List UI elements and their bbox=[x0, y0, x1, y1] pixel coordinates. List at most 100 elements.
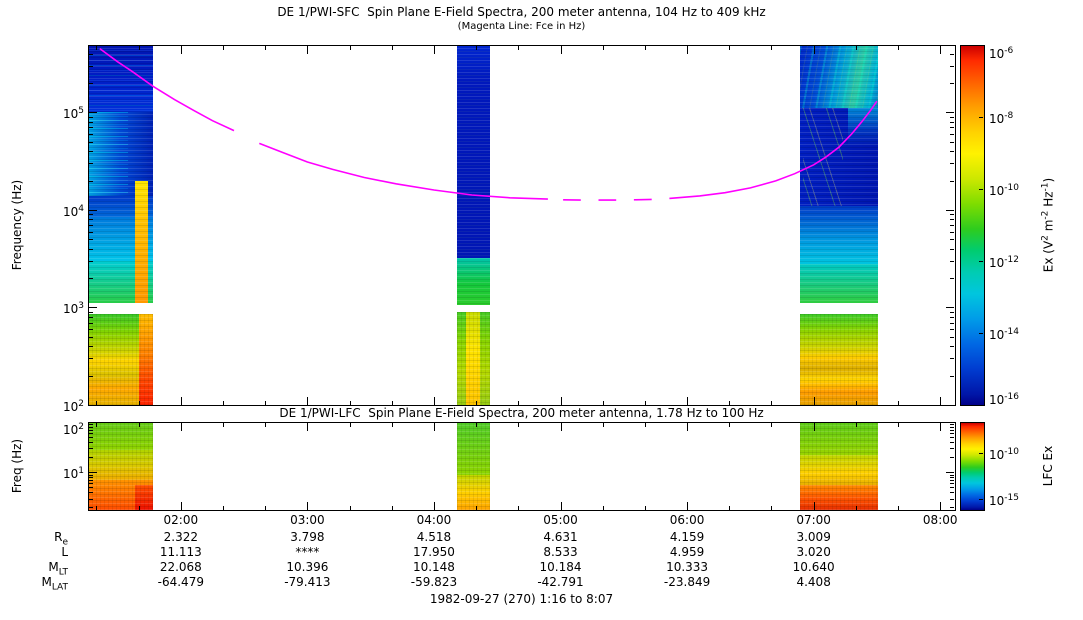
colorbar-tick bbox=[979, 333, 983, 334]
spectrogram-burst-segment bbox=[799, 45, 879, 109]
y-major-tick bbox=[946, 210, 954, 211]
x-major-tick bbox=[940, 423, 941, 431]
y-minor-tick bbox=[950, 249, 954, 250]
y-major-tick bbox=[89, 112, 97, 113]
x-minor-tick bbox=[139, 423, 140, 427]
ephemeris-value: -79.413 bbox=[284, 575, 331, 589]
y-minor-tick bbox=[950, 117, 954, 118]
spectrogram-burst-segment bbox=[848, 108, 879, 147]
ephemeris-row-label: L bbox=[61, 545, 68, 559]
sfc-title: DE 1/PWI-SFC Spin Plane E-Field Spectra,… bbox=[277, 5, 766, 19]
x-minor-tick bbox=[223, 401, 224, 405]
y-minor-tick bbox=[950, 477, 954, 478]
ephemeris-value: 22.068 bbox=[159, 560, 202, 574]
x-tick-label: 06:00 bbox=[669, 513, 705, 527]
y-minor-tick bbox=[950, 457, 954, 458]
y-minor-tick bbox=[950, 134, 954, 135]
y-minor-tick bbox=[950, 142, 954, 143]
y-minor-tick bbox=[950, 337, 954, 338]
x-major-tick bbox=[181, 423, 182, 431]
spectrogram-burst-segment bbox=[799, 314, 879, 405]
lfc-title: DE 1/PWI-LFC Spin Plane E-Field Spectra,… bbox=[279, 406, 764, 420]
lfc-colorbar-label: LFC Ex bbox=[1041, 445, 1055, 487]
x-minor-tick bbox=[139, 46, 140, 50]
y-minor-tick bbox=[950, 376, 954, 377]
spectrogram-burst-segment bbox=[88, 449, 153, 481]
y-minor-tick bbox=[950, 239, 954, 240]
y-tick-label: 102 bbox=[62, 422, 84, 437]
x-minor-tick bbox=[350, 401, 351, 405]
spectrogram-burst-segment bbox=[799, 45, 879, 304]
y-minor-tick bbox=[89, 219, 93, 220]
time-range-caption: 1982-09-27 (270) 1:16 to 8:07 bbox=[429, 592, 614, 606]
y-tick-label: 103 bbox=[62, 301, 84, 316]
spectrogram-burst-segment bbox=[456, 422, 490, 510]
fce-line-segment bbox=[259, 142, 548, 200]
x-major-tick bbox=[307, 502, 308, 510]
y-minor-tick bbox=[89, 499, 93, 500]
ephemeris-value: 4.159 bbox=[669, 530, 705, 544]
x-tick-label: 04:00 bbox=[416, 513, 452, 527]
x-tick-label: 05:00 bbox=[543, 513, 578, 527]
y-minor-tick bbox=[950, 442, 954, 443]
fce-line-segment bbox=[99, 47, 235, 132]
ephemeris-row-label: Re bbox=[54, 530, 68, 548]
spectrogram-burst-segment bbox=[456, 45, 490, 259]
y-minor-tick bbox=[89, 163, 93, 164]
y-minor-tick bbox=[950, 507, 954, 508]
y-minor-tick bbox=[950, 122, 954, 123]
lfc-colorbar bbox=[960, 422, 985, 511]
colorbar-tick-label: 10-12 bbox=[989, 255, 1019, 270]
colorbar-tick bbox=[979, 117, 983, 118]
ephemeris-value: 11.113 bbox=[159, 545, 202, 559]
ephemeris-value: 10.396 bbox=[286, 560, 329, 574]
y-minor-tick bbox=[950, 181, 954, 182]
x-minor-tick bbox=[223, 46, 224, 50]
colorbar-tick bbox=[979, 189, 983, 190]
y-minor-tick bbox=[89, 475, 93, 476]
x-major-tick bbox=[561, 423, 562, 431]
spectrogram-burst-segment bbox=[456, 45, 490, 259]
x-minor-tick bbox=[96, 506, 97, 510]
y-tick-label: 102 bbox=[62, 399, 84, 414]
y-tick-label: 101 bbox=[62, 466, 84, 481]
ephemeris-value: -64.479 bbox=[157, 575, 204, 589]
x-minor-tick bbox=[729, 506, 730, 510]
x-major-tick bbox=[307, 423, 308, 431]
y-minor-tick bbox=[950, 346, 954, 347]
x-major-tick bbox=[814, 46, 815, 54]
y-minor-tick bbox=[89, 480, 93, 481]
ephemeris-row-label: MLT bbox=[48, 560, 68, 578]
x-minor-tick bbox=[645, 46, 646, 50]
y-minor-tick bbox=[89, 492, 93, 493]
ephemeris-value: 3.798 bbox=[290, 530, 325, 544]
x-minor-tick bbox=[476, 401, 477, 405]
ephemeris-value: 10.640 bbox=[792, 560, 835, 574]
x-minor-tick bbox=[350, 423, 351, 427]
sfc-subtitle: (Magenta Line: Fce in Hz) bbox=[457, 21, 586, 32]
colorbar-tick-label: 10-15 bbox=[989, 492, 1019, 508]
y-minor-tick bbox=[950, 219, 954, 220]
spectrogram-burst-segment bbox=[802, 108, 843, 206]
y-minor-tick bbox=[89, 134, 93, 135]
x-minor-tick bbox=[603, 506, 604, 510]
y-minor-tick bbox=[950, 483, 954, 484]
y-minor-tick bbox=[89, 323, 93, 324]
y-minor-tick bbox=[89, 433, 93, 434]
x-major-tick bbox=[434, 502, 435, 510]
x-minor-tick bbox=[476, 46, 477, 50]
x-major-tick bbox=[434, 46, 435, 54]
x-minor-tick bbox=[729, 46, 730, 50]
x-major-tick bbox=[814, 423, 815, 431]
x-minor-tick bbox=[898, 506, 899, 510]
x-major-tick bbox=[687, 423, 688, 431]
lfc-y-axis-label: Freq (Hz) bbox=[10, 438, 24, 494]
colorbar-tick-label: 10-10 bbox=[989, 446, 1019, 462]
x-major-tick bbox=[814, 502, 815, 510]
y-minor-tick bbox=[89, 122, 93, 123]
x-minor-tick bbox=[476, 506, 477, 510]
x-major-tick bbox=[434, 397, 435, 405]
y-minor-tick bbox=[950, 329, 954, 330]
colorbar-tick-label: 10-8 bbox=[989, 111, 1014, 126]
